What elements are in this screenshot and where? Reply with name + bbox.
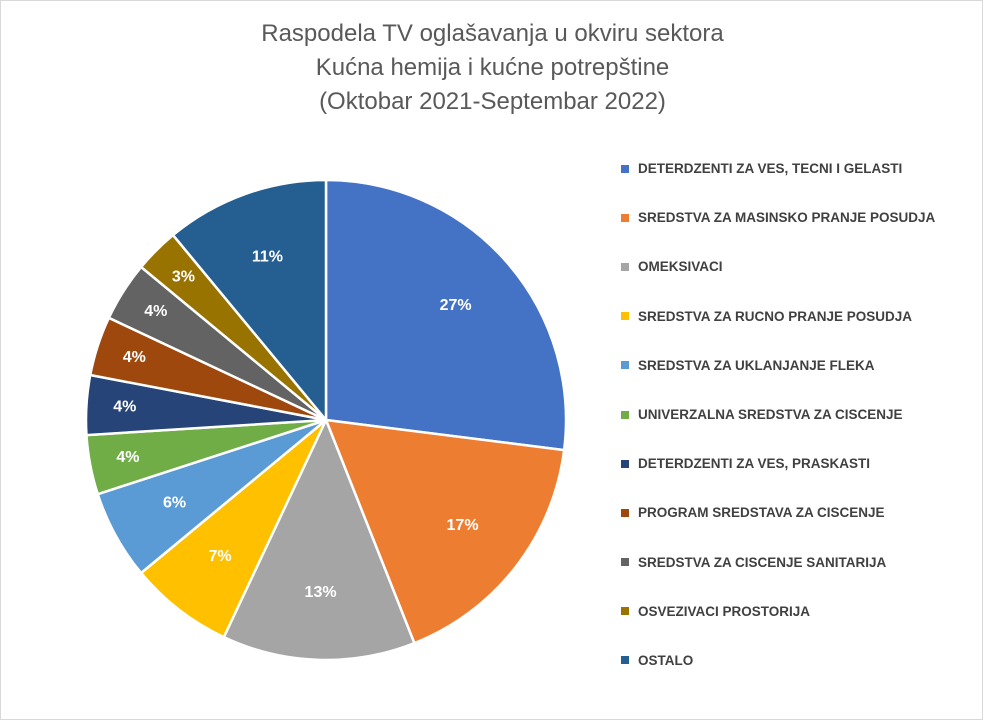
- pie-slice: [171, 178, 328, 424]
- legend-item: SREDSTVA ZA RUCNO PRANJE POSUDJA: [621, 292, 981, 341]
- legend-label: PROGRAM SREDSTAVA ZA CISCENJE: [638, 505, 885, 521]
- legend-swatch: [621, 656, 629, 665]
- legend-item: SREDSTVA ZA MASINSKO PRANJE POSUDJA: [621, 193, 981, 242]
- chart-legend: DETERDZENTI ZA VES, TECNI I GELASTI SREDS…: [621, 144, 981, 685]
- chart-title-line-1: Raspodela TV oglašavanja u okviru sektor…: [261, 20, 724, 47]
- pie-slice-label: 6%: [163, 494, 186, 511]
- pie-slice: [324, 178, 568, 452]
- pie-slice: [324, 418, 566, 645]
- chart-title-line-3: (Oktobar 2021-Septembar 2022): [319, 88, 666, 115]
- legend-swatch: [621, 312, 629, 321]
- legend-label: OMEKSIVACI: [638, 259, 723, 275]
- legend-label: DETERDZENTI ZA VES, PRASKASTI: [638, 456, 871, 472]
- legend-label: SREDSTVA ZA RUCNO PRANJE POSUDJA: [638, 308, 913, 324]
- pie-slice-label: 3%: [172, 269, 195, 286]
- legend-label: SREDSTVA ZA MASINSKO PRANJE POSUDJA: [638, 210, 936, 226]
- legend-item: SREDSTVA ZA CISCENJE SANITARIJA: [621, 538, 981, 587]
- pie-slice-label: 4%: [116, 449, 139, 466]
- legend-label: DETERDZENTI ZA VES, TECNI I GELASTI: [638, 161, 903, 177]
- legend-swatch: [621, 164, 629, 173]
- pie-slice: [222, 416, 416, 662]
- legend-swatch: [621, 410, 629, 419]
- legend-label: OSTALO: [638, 652, 694, 668]
- chart-title-line-2: Kućna hemija i kućne potrepštine: [315, 54, 670, 81]
- pie-slice-label: 7%: [209, 548, 232, 565]
- legend-label: SREDSTVA ZA UKLANJANJE FLEKA: [638, 357, 875, 373]
- legend-swatch: [621, 213, 629, 222]
- legend-item: DETERDZENTI ZA VES, PRASKASTI: [621, 439, 981, 488]
- legend-item: OMEKSIVACI: [621, 242, 981, 291]
- legend-swatch: [621, 607, 629, 616]
- pie-slice: [139, 419, 328, 639]
- legend-label: SREDSTVA ZA CISCENJE SANITARIJA: [638, 554, 887, 570]
- pie-slice-label: 11%: [252, 249, 283, 266]
- pie-slice-label: 4%: [113, 399, 136, 416]
- legend-item: PROGRAM SREDSTAVA ZA CISCENJE: [621, 488, 981, 537]
- pie-slice-label: 4%: [144, 303, 167, 320]
- legend-label: OSVEZIVACI PROSTORIJA: [638, 603, 811, 619]
- legend-swatch: [621, 361, 629, 370]
- legend-item: OSVEZIVACI PROSTORIJA: [621, 587, 981, 636]
- legend-swatch: [621, 558, 629, 567]
- pie-slice-label: 13%: [305, 584, 337, 601]
- chart-title: Raspodela TV oglašavanja u okviru sektor…: [1, 17, 982, 119]
- legend-swatch: [621, 508, 629, 517]
- legend-item: UNIVERZALNA SREDSTVA ZA CISCENJE: [621, 390, 981, 439]
- legend-swatch: [621, 459, 629, 468]
- legend-label: UNIVERZALNA SREDSTVA ZA CISCENJE: [638, 407, 903, 423]
- pie-slice-label: 27%: [440, 297, 472, 314]
- legend-item: SREDSTVA ZA UKLANJANJE FLEKA: [621, 341, 981, 390]
- legend-swatch: [621, 262, 629, 271]
- pie-slice-label: 17%: [447, 517, 479, 534]
- legend-item: OSTALO: [621, 636, 981, 685]
- pie-slice-label: 4%: [123, 349, 146, 366]
- legend-item: DETERDZENTI ZA VES, TECNI I GELASTI: [621, 144, 981, 193]
